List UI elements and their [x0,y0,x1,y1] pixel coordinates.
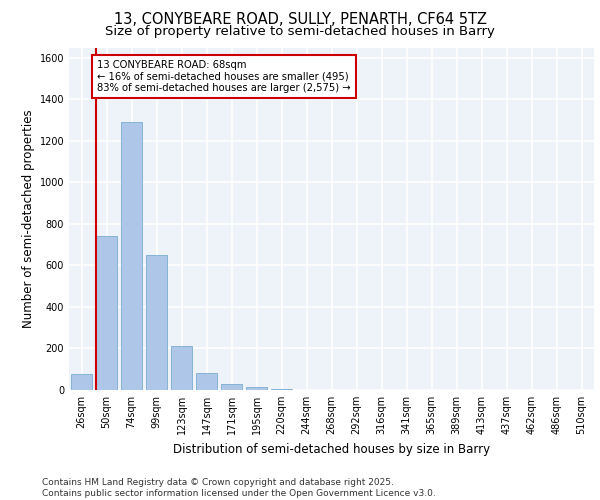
Bar [121,122,142,390]
Bar [171,346,192,390]
Y-axis label: Number of semi-detached properties: Number of semi-detached properties [22,110,35,328]
Text: Contains HM Land Registry data © Crown copyright and database right 2025.
Contai: Contains HM Land Registry data © Crown c… [42,478,436,498]
Text: 13 CONYBEARE ROAD: 68sqm
← 16% of semi-detached houses are smaller (495)
83% of : 13 CONYBEARE ROAD: 68sqm ← 16% of semi-d… [97,60,350,93]
Bar [96,236,117,390]
Text: 13, CONYBEARE ROAD, SULLY, PENARTH, CF64 5TZ: 13, CONYBEARE ROAD, SULLY, PENARTH, CF64… [113,12,487,28]
Bar [196,374,217,390]
Bar [146,255,167,390]
Bar [246,387,267,390]
X-axis label: Distribution of semi-detached houses by size in Barry: Distribution of semi-detached houses by … [173,442,490,456]
Bar [271,389,292,390]
Bar [221,384,242,390]
Bar [71,374,92,390]
Text: Size of property relative to semi-detached houses in Barry: Size of property relative to semi-detach… [105,25,495,38]
